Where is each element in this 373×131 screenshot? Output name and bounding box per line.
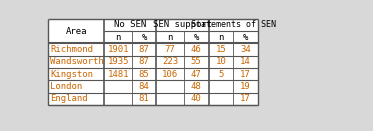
Text: 48: 48	[191, 82, 201, 91]
Text: 5: 5	[218, 70, 223, 79]
Text: 14: 14	[240, 57, 251, 66]
Text: 15: 15	[216, 45, 226, 54]
Text: 77: 77	[165, 45, 176, 54]
Text: 87: 87	[139, 45, 150, 54]
Text: 1901: 1901	[107, 45, 129, 54]
Text: Richmond: Richmond	[50, 45, 93, 54]
Text: n: n	[116, 33, 121, 42]
Text: n: n	[218, 33, 223, 42]
Text: 46: 46	[191, 45, 201, 54]
Text: 87: 87	[139, 57, 150, 66]
Text: Wandsworth: Wandsworth	[50, 57, 104, 66]
Text: 55: 55	[191, 57, 201, 66]
Text: 17: 17	[240, 94, 251, 103]
Text: 84: 84	[139, 82, 150, 91]
Text: 47: 47	[191, 70, 201, 79]
Text: 81: 81	[139, 94, 150, 103]
Text: n: n	[167, 33, 173, 42]
Text: Area: Area	[66, 27, 87, 36]
Text: 85: 85	[139, 70, 150, 79]
Text: Statements of SEN: Statements of SEN	[191, 20, 276, 29]
Text: 1935: 1935	[107, 57, 129, 66]
Text: 10: 10	[216, 57, 226, 66]
Text: 17: 17	[240, 70, 251, 79]
Text: 40: 40	[191, 94, 201, 103]
Text: %: %	[141, 33, 147, 42]
Text: Kingston: Kingston	[50, 70, 93, 79]
Text: 19: 19	[240, 82, 251, 91]
Text: %: %	[243, 33, 248, 42]
Text: London: London	[50, 82, 83, 91]
Text: England: England	[50, 94, 88, 103]
Text: SEN support: SEN support	[153, 20, 212, 29]
Text: 106: 106	[162, 70, 178, 79]
Text: No SEN: No SEN	[115, 20, 147, 29]
Text: 34: 34	[240, 45, 251, 54]
Text: %: %	[194, 33, 199, 42]
Text: 223: 223	[162, 57, 178, 66]
Text: 1481: 1481	[107, 70, 129, 79]
